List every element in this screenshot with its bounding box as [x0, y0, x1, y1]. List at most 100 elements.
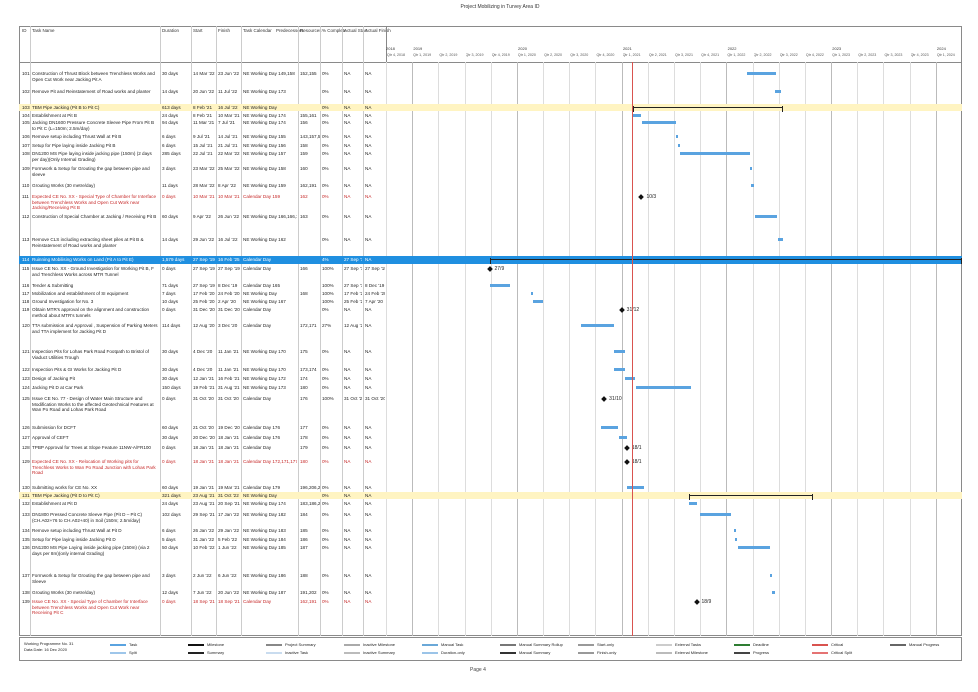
task-bar[interactable] [530, 292, 533, 295]
task-row[interactable]: 112 Construction of Special Chamber at Ja… [19, 213, 962, 227]
task-bar[interactable] [581, 324, 614, 327]
quarter-gridline [438, 62, 440, 636]
task-bar[interactable] [489, 284, 511, 287]
task-cell-res: 166 [300, 266, 308, 271]
task-row[interactable]: 119 Obtain MTR's approval on the alignmen… [19, 306, 962, 318]
milestone-marker[interactable]: 18/9 [693, 598, 711, 605]
task-bar[interactable] [632, 114, 642, 117]
task-row[interactable]: 116 Tender & Submitting 71 days 27 Sep '19 8… [19, 282, 962, 289]
milestone-marker[interactable]: 18/1 [623, 458, 642, 465]
task-row[interactable]: 121 Inspection Pits for Lohas Park Road F… [19, 348, 962, 360]
legend-item: Start-only [578, 642, 614, 648]
task-bar[interactable] [747, 72, 777, 75]
task-bar[interactable] [636, 386, 692, 389]
task-bar[interactable] [641, 121, 676, 124]
task-row[interactable]: 137 Formwork & Setup for Grouting the gap… [19, 572, 962, 586]
task-row[interactable]: 139 Issue CE No. XX - Special Type of Cha… [19, 598, 962, 615]
task-bar[interactable] [613, 350, 625, 353]
task-row[interactable]: 118 Ground Investigation for No. 3 10 days… [19, 298, 962, 305]
task-row[interactable]: 110 Grouting Works (30 metre/day) 11 days 2… [19, 182, 962, 190]
task-cell-start: 9 Apr '22 [193, 214, 211, 219]
task-bar[interactable] [775, 90, 782, 93]
task-cell-af: NA [365, 376, 372, 381]
legend-label: Project Summary [285, 642, 316, 647]
task-bar[interactable] [770, 574, 773, 577]
task-row[interactable]: 111 Expected CE No. XX - Special Type of … [19, 193, 962, 210]
task-bar[interactable] [777, 238, 783, 241]
task-row[interactable]: 105 Jacking DN1600 Pressure Concrete Slee… [19, 119, 962, 131]
task-cell-af: NA [365, 445, 372, 450]
task-cell-af: NA [365, 501, 372, 506]
task-row[interactable]: 129 Expected CE No. XX - Relocation of Wo… [19, 458, 962, 476]
task-bar[interactable] [754, 215, 778, 218]
task-bar[interactable] [625, 377, 636, 380]
task-row[interactable]: 103 TBM Pipe Jacking (Pit B to Pit C) 613 … [19, 104, 962, 111]
task-row[interactable]: 115 Issue CE No. XX - Ground Investigatio… [19, 265, 962, 277]
task-bar[interactable] [735, 538, 738, 541]
task-row[interactable]: 127 Approval of CEFT 30 days 20 Dec '20 18 J… [19, 434, 962, 442]
task-bar[interactable] [749, 167, 752, 170]
summary-bar[interactable] [689, 494, 814, 500]
task-row[interactable]: 138 Grouting Works (30 metre/day) 12 days 7… [19, 589, 962, 597]
milestone-diamond-icon [623, 444, 630, 451]
timescale-quarters: Qtr 4, 2018 Qtr 1, 2019 Qtr 2, 2019 Qtr 3, … [386, 53, 962, 61]
task-cell-as: NA [344, 214, 351, 219]
milestone-marker[interactable]: 27/9 [486, 265, 504, 272]
task-row[interactable]: 102 Remove Pit and Reinstatement of Road … [19, 88, 962, 98]
task-row[interactable]: 117 Mobilization and establishment of SI … [19, 290, 962, 297]
task-bar[interactable] [733, 529, 736, 532]
summary-bar[interactable] [632, 106, 783, 112]
task-row[interactable]: 134 Remove setup including Thrust Wall at… [19, 527, 962, 535]
milestone-marker[interactable]: 10/3 [638, 193, 656, 200]
task-row[interactable]: 133 DN1800 Pressed Concrete Sleeve Pipe (… [19, 511, 962, 525]
task-row[interactable]: 131 TBM Pipe Jacking (Pit D to Pit C) 321 … [19, 492, 962, 499]
task-bar[interactable] [532, 300, 544, 303]
task-row[interactable]: 108 DN1200 MS Pipe laying inside jacking … [19, 150, 962, 162]
task-cell-start: 17 Feb '20 [193, 291, 215, 296]
task-cell-res: 188 [300, 573, 308, 578]
task-bar[interactable] [771, 591, 776, 594]
task-row[interactable]: 107 Setup for Pipe laying inside Jacking … [19, 142, 962, 149]
task-bar[interactable] [627, 486, 645, 489]
task-row[interactable]: 109 Formwork & Setup for Grouting the gap… [19, 165, 962, 177]
task-row[interactable]: 101 Construction of Thrust Block between … [19, 70, 962, 84]
milestone-marker[interactable]: 18/1 [623, 444, 642, 451]
task-row[interactable]: 124 Jacking Pit D at Car Park 150 days 19 F… [19, 384, 962, 392]
task-cell-id: 114 [22, 257, 30, 262]
task-row[interactable]: 130 Submitting works for CE No. XX 60 days… [19, 484, 962, 491]
task-row[interactable]: 132 Establishment at Pit D 24 days 23 Aug '… [19, 500, 962, 510]
task-cell-name: DN1200 MS Pipe Laying inside jacking pip… [32, 545, 150, 556]
task-cell-id: 138 [22, 590, 30, 595]
task-row[interactable]: 104 Establishment at Pit B 24 days 8 Feb '2… [19, 112, 962, 119]
task-cell-finish: 19 Dec '20 [218, 425, 240, 430]
task-row[interactable]: 136 DN1200 MS Pipe Laying inside jacking … [19, 544, 962, 556]
task-bar[interactable] [676, 135, 679, 138]
task-row[interactable]: 123 Design of Jacking Pit 30 days 12 Jan '2… [19, 375, 962, 383]
task-bar[interactable] [677, 144, 680, 147]
task-cell-finish: 31 Aug '21 [218, 385, 240, 390]
task-cell-id: 131 [22, 493, 30, 498]
task-row[interactable]: 113 Remove CLS including extracting sheet… [19, 236, 962, 248]
task-bar[interactable] [618, 436, 627, 439]
task-row[interactable]: 106 Remove setup including Thrust Wall at… [19, 133, 962, 141]
task-row[interactable]: 114 Ruinning Mobilising Works on Land (Pi… [19, 256, 962, 264]
task-row[interactable]: 122 Inspection Pits & GI Works for Jackin… [19, 366, 962, 374]
milestone-marker[interactable]: 31/10 [601, 395, 622, 402]
task-bar[interactable] [601, 426, 619, 429]
task-bar[interactable] [679, 152, 750, 155]
task-row[interactable]: 135 Setup for Pipe laying inside Jacking … [19, 536, 962, 543]
task-row[interactable]: 126 Submission for DCFT 60 days 21 Oct '20 1… [19, 424, 962, 432]
milestone-marker[interactable]: 31/12 [618, 306, 639, 313]
task-bar[interactable] [689, 502, 698, 505]
task-bar[interactable] [699, 513, 732, 516]
task-bar[interactable] [613, 368, 625, 371]
task-row[interactable]: 125 Issue CE No. 77 - Design of Water Mai… [19, 395, 962, 417]
task-row[interactable]: 128 TPBP Approval for Trees at Slope Feat… [19, 444, 962, 454]
task-cell-af: NA [365, 573, 372, 578]
summary-bar[interactable] [489, 258, 963, 264]
task-bar[interactable] [738, 546, 770, 549]
task-bar[interactable] [751, 184, 755, 187]
task-row[interactable]: 120 TTA submission and Approval , Suspens… [19, 322, 962, 340]
task-cell-start: 14 Mar '22 [193, 71, 215, 76]
legend-item: External Milestone [656, 650, 708, 656]
